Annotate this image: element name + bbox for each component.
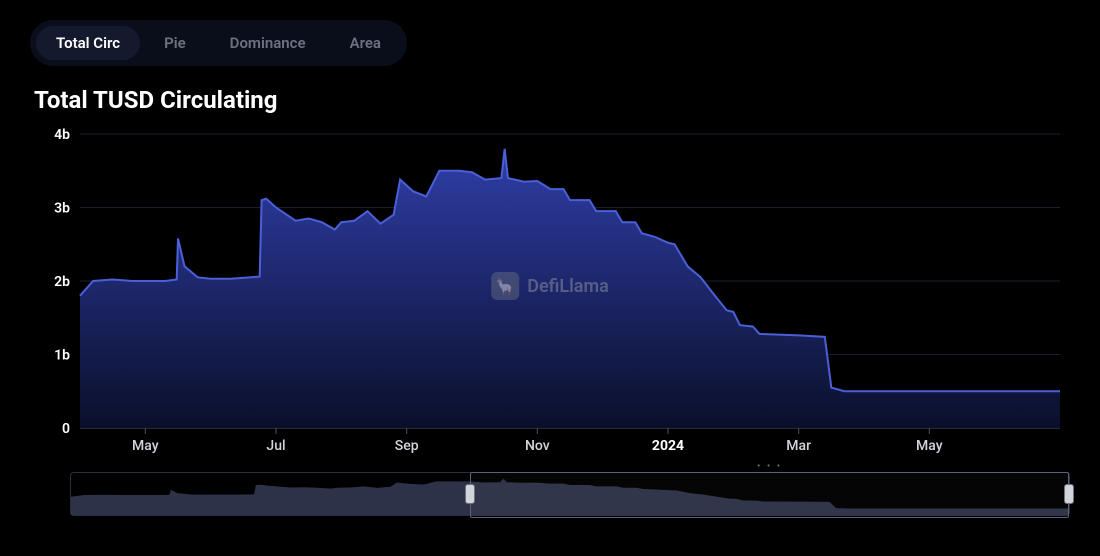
svg-text:1b: 1b: [54, 348, 70, 364]
chart-title: Total TUSD Circulating: [34, 86, 1070, 114]
tab-area[interactable]: Area: [330, 26, 401, 60]
svg-text:3b: 3b: [54, 201, 70, 217]
tab-pie[interactable]: Pie: [144, 26, 206, 60]
svg-text:Mar: Mar: [786, 438, 811, 454]
tab-dominance[interactable]: Dominance: [210, 26, 326, 60]
main-chart[interactable]: 01b2b3b4bMayJulSepNov2024MarMay 🦙 DefiLl…: [30, 128, 1070, 458]
brush-grip-icon: • • •: [757, 461, 782, 472]
svg-text:4b: 4b: [54, 128, 70, 143]
tab-total-circ[interactable]: Total Circ: [36, 26, 140, 60]
brush-handle-left[interactable]: [465, 484, 475, 504]
svg-text:Sep: Sep: [395, 438, 419, 454]
svg-text:May: May: [132, 438, 159, 454]
brush-mini-chart: [71, 473, 1069, 515]
svg-text:2024: 2024: [652, 438, 684, 454]
svg-text:May: May: [916, 438, 943, 454]
svg-text:0: 0: [62, 421, 70, 437]
svg-text:Nov: Nov: [525, 438, 550, 454]
time-range-brush[interactable]: • • •: [70, 472, 1070, 516]
brush-handle-right[interactable]: [1064, 484, 1074, 504]
svg-text:2b: 2b: [54, 274, 70, 290]
svg-text:Jul: Jul: [266, 438, 285, 454]
chart-tabs: Total Circ Pie Dominance Area: [30, 20, 407, 66]
area-chart-svg: 0 1b 2b 3b 4b May Jul Sep Nov 2024 Mar May: [30, 128, 1070, 458]
